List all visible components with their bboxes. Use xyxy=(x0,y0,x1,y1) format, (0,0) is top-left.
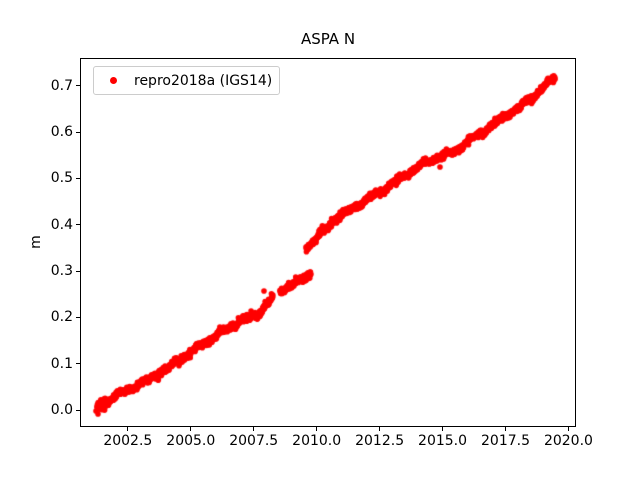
x-tick-mark xyxy=(127,427,129,431)
y-axis-label: m xyxy=(27,235,44,249)
y-tick-label: 0.0 xyxy=(50,402,73,419)
x-tick-label: 2007.5 xyxy=(229,433,279,449)
y-tick-mark xyxy=(76,85,80,87)
x-tick-label: 2005.0 xyxy=(166,433,216,449)
x-tick-mark xyxy=(567,427,569,431)
x-tick-label: 2010.0 xyxy=(292,433,342,449)
legend-label: repro2018a (IGS14) xyxy=(134,72,273,89)
x-tick-mark xyxy=(316,427,318,431)
x-tick-mark xyxy=(190,427,192,431)
x-tick-label: 2020.0 xyxy=(543,433,593,449)
y-tick-mark xyxy=(76,316,80,318)
x-tick-mark xyxy=(505,427,506,431)
y-tick-mark xyxy=(76,224,80,226)
x-tick-label: 2002.5 xyxy=(103,433,153,449)
x-tick-mark xyxy=(442,427,444,431)
x-tick-mark xyxy=(253,427,255,431)
x-tick-label: 2012.5 xyxy=(355,433,405,449)
y-tick-mark xyxy=(76,177,80,179)
legend-dot-marker-icon xyxy=(110,77,117,84)
legend: repro2018a (IGS14) xyxy=(93,66,280,95)
y-tick-mark xyxy=(76,131,80,133)
x-tick-label: 2017.5 xyxy=(481,433,530,449)
x-tick-label: 2015.0 xyxy=(418,433,468,449)
y-tick-label: 0.1 xyxy=(50,355,73,372)
y-tick-label: 0.7 xyxy=(50,77,73,94)
x-tick-mark xyxy=(379,427,381,431)
y-tick-label: 0.6 xyxy=(50,124,73,141)
y-tick-label: 0.5 xyxy=(50,170,73,187)
y-tick-label: 0.3 xyxy=(50,263,73,280)
y-tick-label: 0.2 xyxy=(50,309,73,326)
y-tick-mark xyxy=(76,363,80,365)
y-tick-label: 0.4 xyxy=(50,216,73,233)
y-tick-mark xyxy=(76,270,80,272)
y-tick-mark xyxy=(76,409,80,411)
